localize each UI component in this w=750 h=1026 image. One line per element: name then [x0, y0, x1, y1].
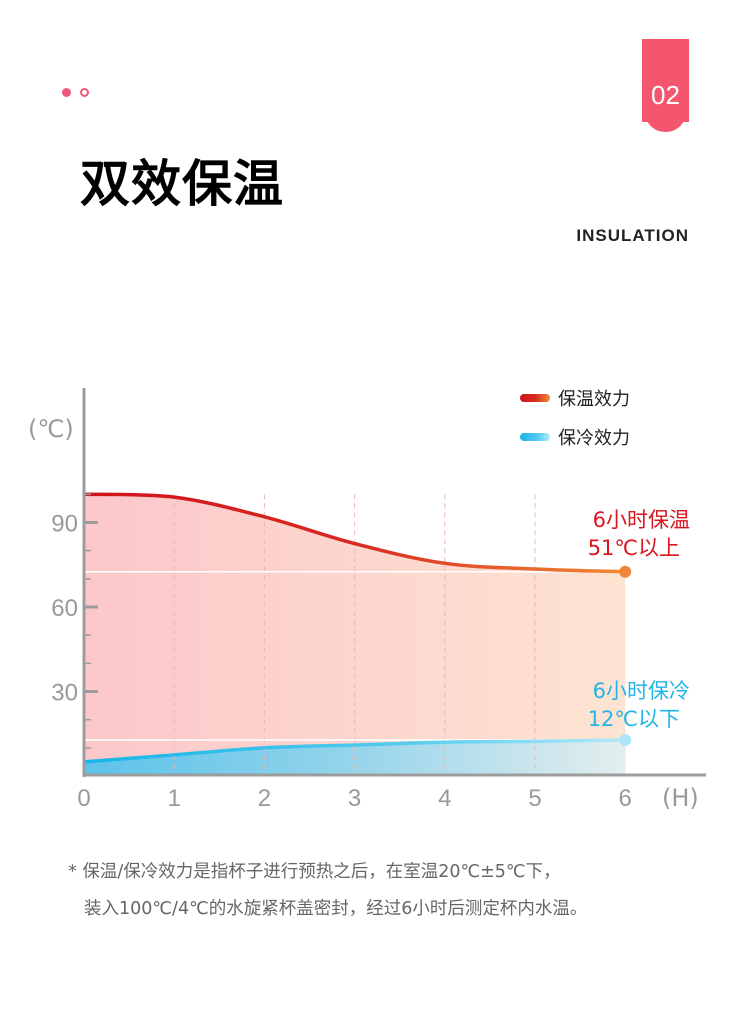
- hot-area: [84, 494, 626, 776]
- x-tick-label: 5: [528, 785, 541, 812]
- page-title: 双效保温: [80, 155, 284, 213]
- y-tick-label: 30: [51, 679, 78, 706]
- hot-annotation-line1: 6小时保温: [593, 508, 690, 532]
- legend-label-1: 保冷效力: [558, 428, 630, 449]
- x-tick-label: 0: [77, 785, 90, 812]
- legend-swatch-0: [520, 394, 550, 402]
- cold-annotation-line1: 6小时保冷: [593, 679, 690, 703]
- x-tick-label: 1: [168, 785, 181, 812]
- y-tick-label: 60: [51, 595, 78, 622]
- page-number-badge: 02: [642, 39, 689, 132]
- hot-annotation-line2: 51℃以上: [588, 536, 680, 560]
- legend-swatch-1: [520, 433, 550, 441]
- legend-label-0: 保温效力: [558, 389, 630, 410]
- cold-end-point: [619, 733, 632, 746]
- x-tick-label: 6: [619, 785, 632, 812]
- cold-annotation-line2: 12℃以下: [588, 707, 680, 731]
- footnote-line-2: 装入100℃/4℃的水旋紧杯盖密封，经过6小时后测定杯内水温。: [84, 899, 588, 919]
- decor-dot-filled: [62, 88, 71, 97]
- page-subtitle: INSULATION: [576, 226, 689, 245]
- footnote-line-1: * 保温/保冷效力是指杯子进行预热之后，在室温20℃±5℃下，: [68, 862, 561, 882]
- cold-series-line: [83, 738, 626, 764]
- hot-series-line: [83, 492, 626, 574]
- decor-dot-outline: [80, 88, 89, 97]
- x-tick-label: 2: [258, 785, 271, 812]
- x-tick-label: 4: [438, 785, 451, 812]
- y-axis-label: (℃): [28, 415, 74, 443]
- hot-end-point: [619, 565, 632, 578]
- x-tick-label: 3: [348, 785, 361, 812]
- x-axis-label: (H): [662, 784, 699, 812]
- y-tick-label: 90: [51, 510, 78, 537]
